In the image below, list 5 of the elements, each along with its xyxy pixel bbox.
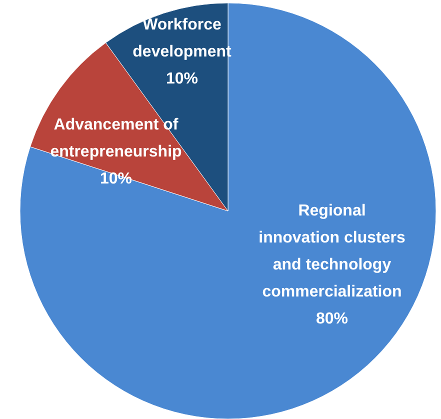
pie-slice <box>20 2 436 419</box>
data-label: 10% <box>166 70 198 88</box>
data-label: 80% <box>316 310 348 328</box>
data-label: 10% <box>100 170 132 188</box>
slice-label: Regional innovation clusters and technology commercialization <box>258 202 406 301</box>
